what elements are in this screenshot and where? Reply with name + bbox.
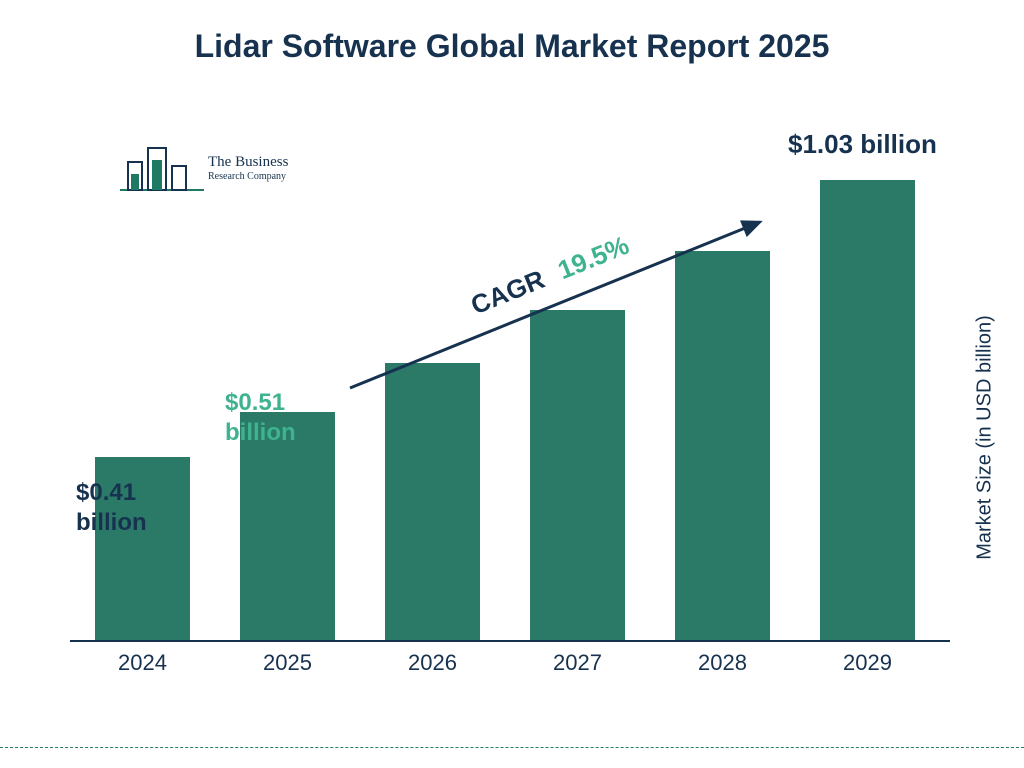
- footer-divider: [0, 747, 1024, 748]
- trend-arrow: [0, 0, 1024, 768]
